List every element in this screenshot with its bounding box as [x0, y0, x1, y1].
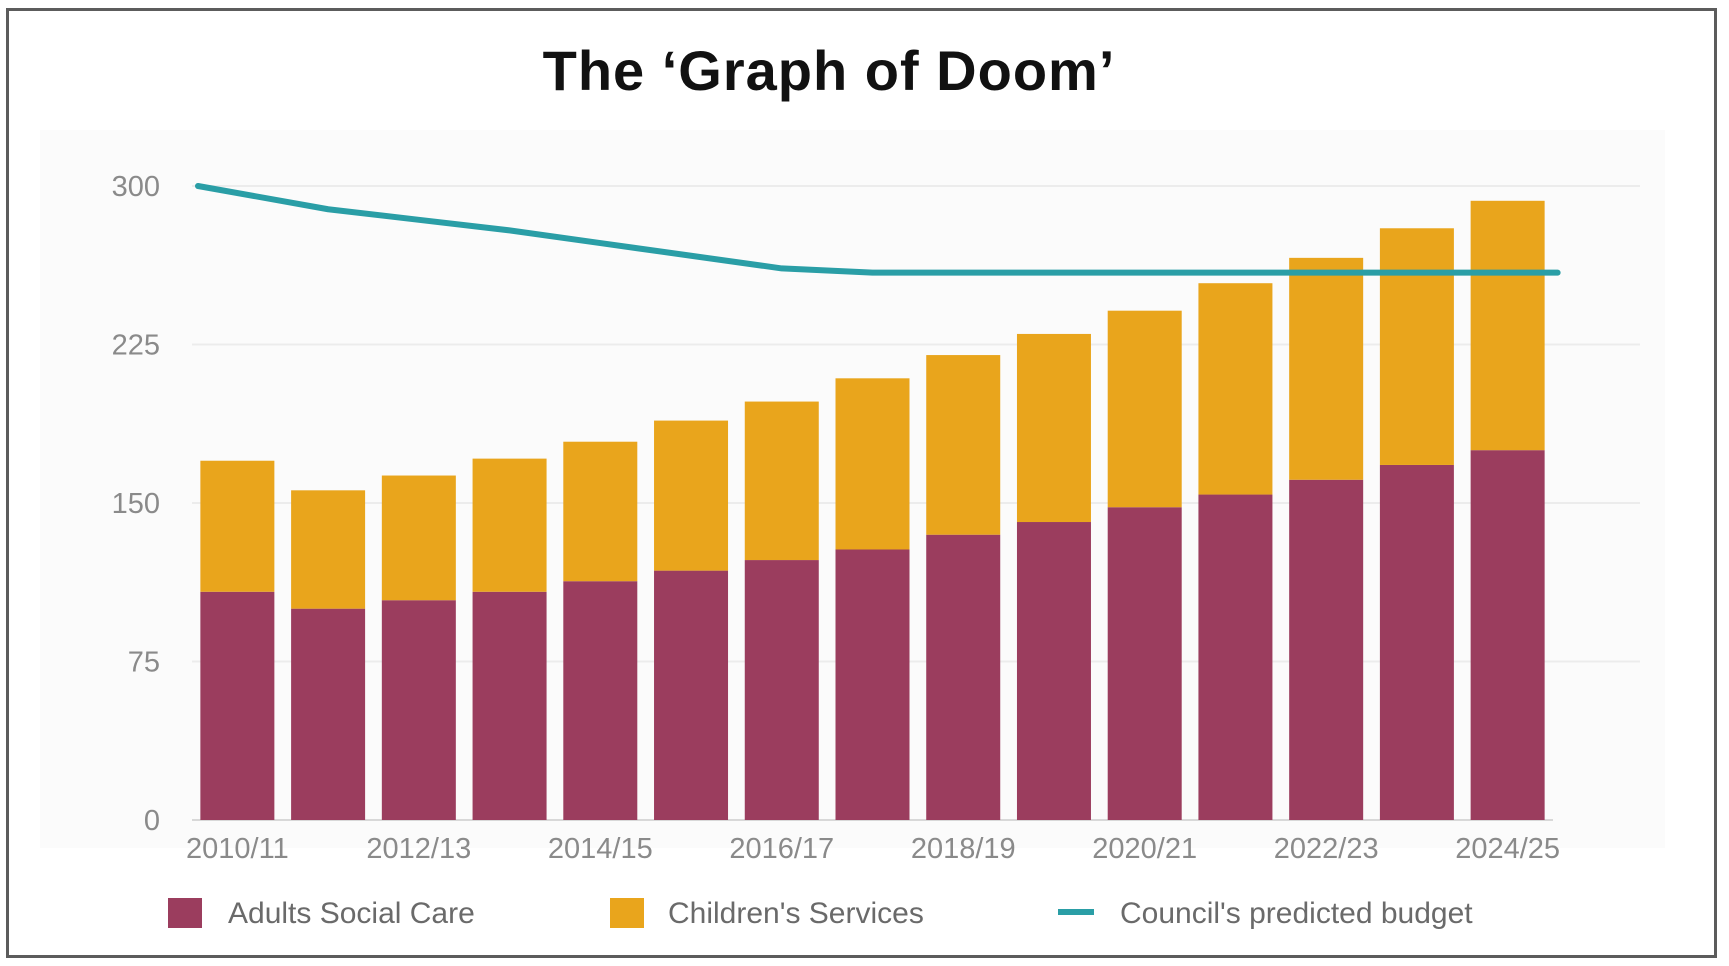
bar-adults-social-care	[1289, 479, 1364, 820]
legend-swatch-childrens-services	[610, 898, 644, 928]
y-tick-label: 0	[144, 805, 160, 837]
chart-title: The ‘Graph of Doom’	[542, 39, 1116, 102]
bar-adults-social-care	[1379, 464, 1454, 820]
bar-childrens-services	[1107, 310, 1182, 508]
bar-childrens-services	[926, 355, 1001, 535]
legend: Adults Social Care Children's Services Cou…	[168, 897, 1473, 930]
bar-adults-social-care	[1198, 494, 1273, 820]
y-tick-label: 300	[112, 171, 160, 203]
legend-label-adults-social-care: Adults Social Care	[228, 897, 475, 930]
y-tick-label: 225	[112, 330, 160, 362]
legend-label-childrens-services: Children's Services	[668, 897, 924, 930]
budget-line-layer	[195, 183, 1561, 276]
x-tick-label: 2010/11	[186, 833, 289, 865]
x-tick-label: 2022/23	[1274, 833, 1379, 865]
bar-childrens-services	[563, 441, 638, 582]
bar-adults-social-care	[835, 549, 910, 820]
bar-adults-social-care	[563, 581, 638, 820]
budget-line	[195, 183, 1561, 276]
bar-childrens-services	[835, 378, 910, 550]
bar-adults-social-care	[1470, 450, 1545, 820]
bar-childrens-services	[381, 475, 456, 601]
bar-childrens-services	[291, 490, 366, 609]
y-tick-label: 75	[128, 647, 160, 679]
bar-childrens-services	[472, 458, 547, 592]
bar-childrens-services	[1289, 257, 1364, 480]
bar-childrens-services	[1198, 283, 1273, 495]
bar-adults-social-care	[744, 560, 819, 820]
x-tick-label: 2016/17	[729, 833, 834, 865]
bar-adults-social-care	[926, 534, 1001, 820]
bar-adults-social-care	[1016, 522, 1091, 820]
bar-childrens-services	[1379, 228, 1454, 465]
bar-adults-social-care	[381, 600, 456, 820]
legend-label-budget-line: Council's predicted budget	[1120, 897, 1473, 930]
bar-adults-social-care	[200, 591, 275, 820]
bars	[200, 200, 1545, 820]
bar-adults-social-care	[472, 591, 547, 820]
bar-adults-social-care	[291, 608, 366, 820]
y-tick-label: 150	[112, 488, 160, 520]
x-tick-label: 2018/19	[911, 833, 1016, 865]
x-tick-label: 2014/15	[548, 833, 653, 865]
x-axis: 2010/11 2012/13 2014/15 2016/17 2018/19 2020/…	[186, 833, 1560, 865]
bar-childrens-services	[744, 401, 819, 561]
bar-childrens-services	[200, 460, 275, 592]
bar-adults-social-care	[654, 570, 729, 820]
bar-childrens-services	[654, 420, 729, 571]
x-tick-label: 2012/13	[366, 833, 471, 865]
legend-swatch-adults-social-care	[168, 898, 202, 928]
bar-adults-social-care	[1107, 507, 1182, 820]
bar-childrens-services	[1470, 200, 1545, 451]
x-tick-label: 2020/21	[1092, 833, 1197, 865]
x-tick-label: 2024/25	[1455, 833, 1560, 865]
bar-childrens-services	[1016, 333, 1091, 523]
y-axis: 0 75 150 225 300	[112, 171, 160, 837]
